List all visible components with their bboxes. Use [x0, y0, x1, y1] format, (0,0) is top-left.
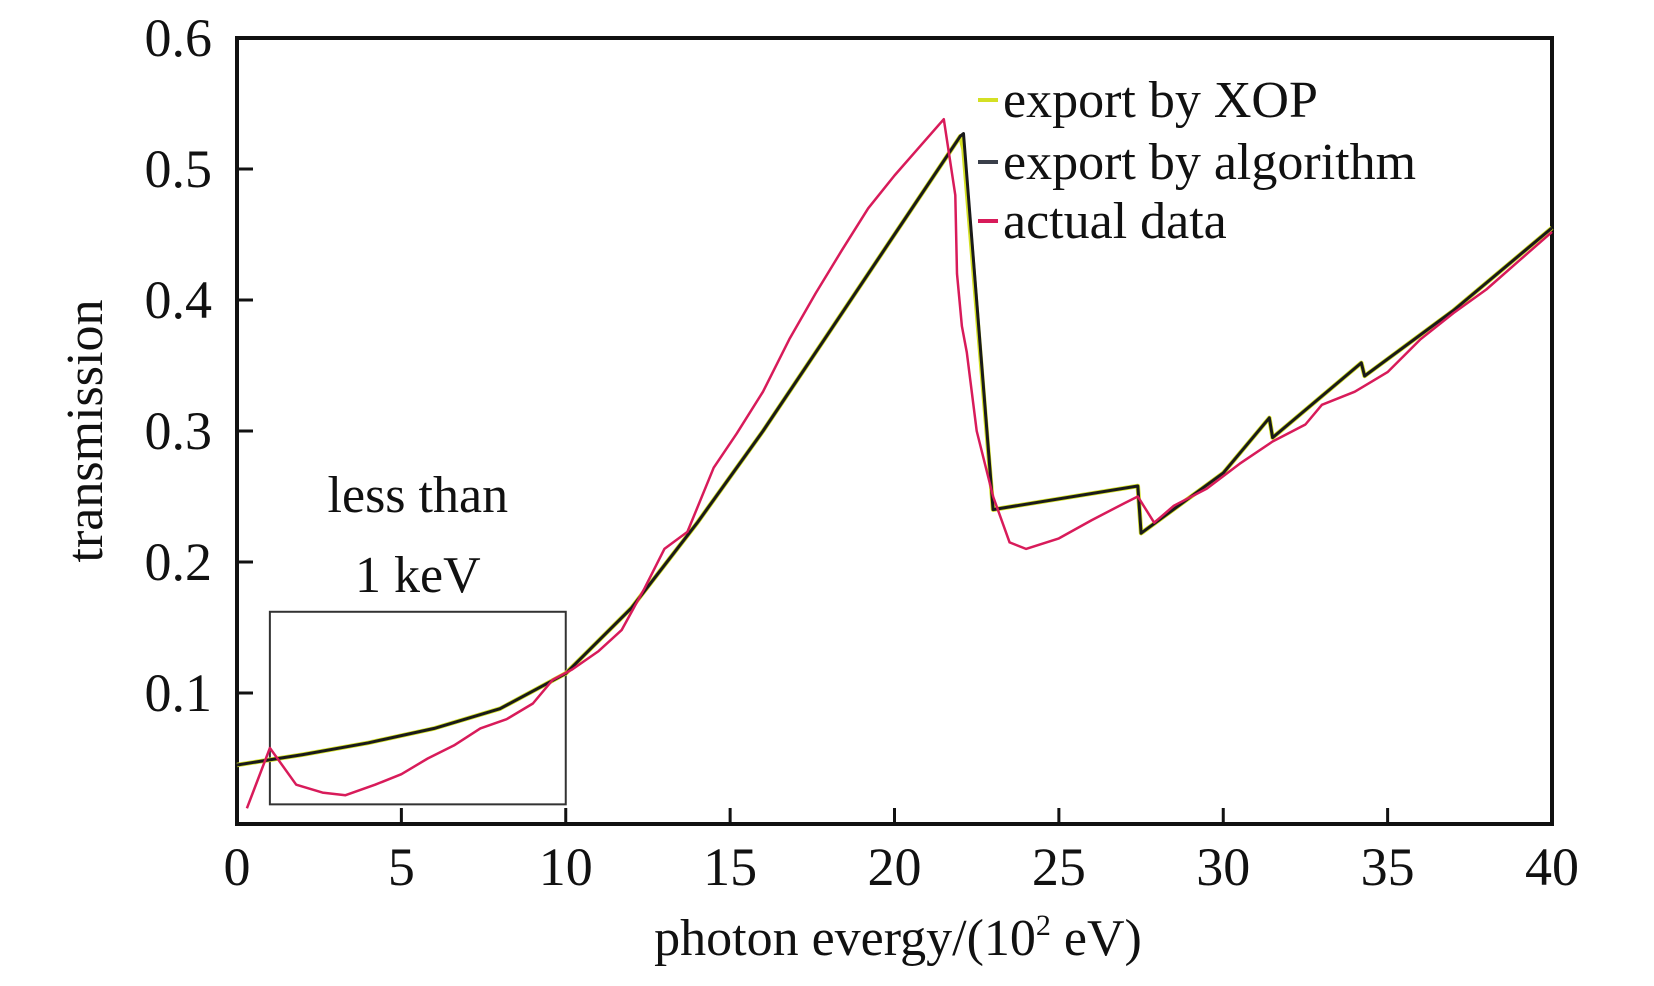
x-tick-label: 40 — [1525, 837, 1579, 897]
axis-ticks — [237, 167, 1390, 824]
y-tick-label: 0.5 — [145, 139, 213, 199]
y-tick-label: 0.2 — [145, 532, 213, 592]
x-axis-title-main: photon evergy/(10 — [654, 910, 1036, 967]
x-tick-label: 0 — [224, 837, 251, 897]
x-tick-label: 20 — [868, 837, 922, 897]
series-line-algorithm — [236, 132, 1553, 767]
axis-tick-labels: 0 5 10 15 20 25 30 35 40 0.1 0.2 0.3 0.4 0.5 0.6 — [145, 8, 1580, 897]
x-tick-label: 25 — [1032, 837, 1086, 897]
x-axis-title: photon evergy/(102 eV) — [654, 909, 1142, 967]
series-line-xop — [236, 133, 1554, 768]
y-tick-label: 0.3 — [145, 401, 213, 461]
legend-label-algorithm: export by algorithm — [1003, 134, 1416, 191]
x-tick-label: 5 — [388, 837, 415, 897]
x-axis-title-superscript: 2 — [1036, 909, 1051, 942]
x-tick-label: 35 — [1361, 837, 1415, 897]
y-tick-label: 0.1 — [145, 663, 213, 723]
annotation-box — [268, 610, 567, 806]
annotation-text-line-1: less than — [328, 467, 509, 524]
y-tick-label: 0.6 — [145, 8, 213, 68]
legend-label-xop: export by XOP — [1003, 72, 1318, 129]
x-tick-label: 15 — [703, 837, 757, 897]
legend: export by XOP export by algorithm actual… — [978, 72, 1416, 250]
y-axis-title: transmission — [57, 300, 114, 563]
series-layer — [236, 117, 1554, 809]
x-tick-label: 30 — [1196, 837, 1250, 897]
x-tick-label: 10 — [539, 837, 593, 897]
legend-label-actual: actual data — [1003, 193, 1227, 250]
y-tick-label: 0.4 — [145, 270, 213, 330]
x-axis-title-tail: eV) — [1051, 910, 1142, 967]
annotation-text-line-2: 1 keV — [355, 547, 481, 604]
series-line-actual — [245, 117, 1553, 809]
